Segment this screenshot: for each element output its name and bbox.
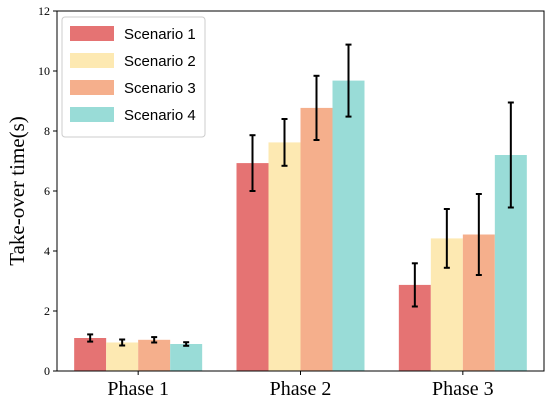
y-tick-label: 6 [44, 184, 50, 198]
bar [300, 107, 333, 372]
y-axis-label: Take-over time(s) [5, 116, 29, 266]
y-tick-label: 8 [44, 124, 50, 138]
legend-label: Scenario 4 [124, 107, 196, 124]
legend-swatch [70, 107, 114, 122]
bar [138, 339, 171, 371]
legend-swatch [70, 80, 114, 95]
bar [332, 80, 365, 371]
x-tick-label: Phase 1 [107, 378, 169, 400]
y-tick-label: 12 [38, 4, 50, 18]
legend-swatch [70, 26, 114, 41]
bar [268, 142, 301, 371]
y-tick-label: 2 [44, 304, 50, 318]
legend-label: Scenario 2 [124, 53, 196, 70]
y-tick-label: 4 [44, 244, 50, 258]
x-tick-label: Phase 3 [432, 378, 494, 400]
bar [236, 163, 269, 371]
bar [74, 338, 107, 371]
x-tick-label: Phase 2 [270, 378, 332, 400]
bar [170, 344, 203, 371]
legend-swatch [70, 53, 114, 68]
plot-area: 0 2 4 6 8 10 12 Phase 1 Phase 2 Phase 3 Scenario 1… [38, 4, 545, 400]
y-tick-label: 0 [44, 364, 50, 378]
bar [106, 342, 139, 371]
y-tick-label: 10 [38, 64, 50, 78]
legend-label: Scenario 3 [124, 80, 196, 97]
legend-label: Scenario 1 [124, 26, 196, 43]
